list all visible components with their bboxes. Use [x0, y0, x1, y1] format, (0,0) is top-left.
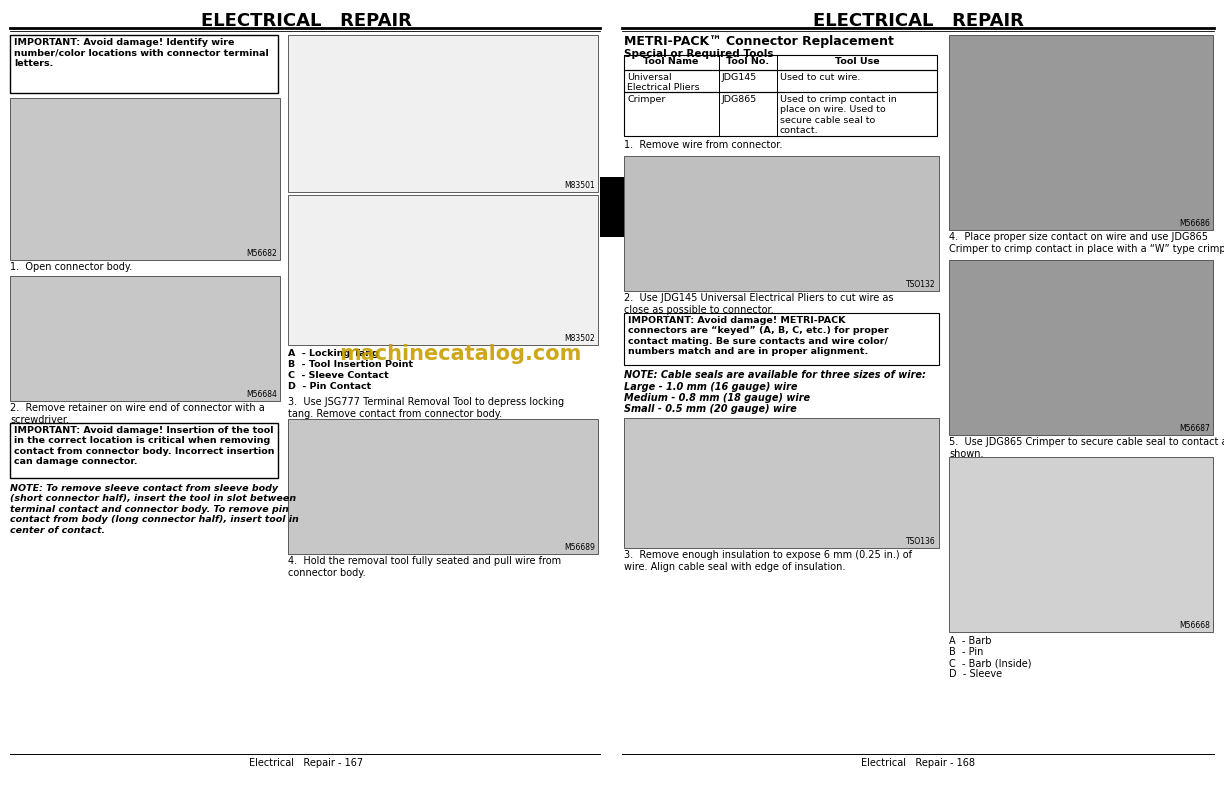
Text: NOTE: To remove sleeve contact from sleeve body
(short connector half), insert t: NOTE: To remove sleeve contact from slee…	[10, 484, 299, 535]
Text: 5.  Use JDG865 Crimper to secure cable seal to contact as
shown.: 5. Use JDG865 Crimper to secure cable se…	[949, 437, 1224, 459]
Text: JDG865: JDG865	[722, 95, 758, 104]
Text: B  - Tool Insertion Point: B - Tool Insertion Point	[288, 360, 414, 369]
Bar	[949, 457, 1213, 632]
Text: Large - 1.0 mm (16 gauge) wire: Large - 1.0 mm (16 gauge) wire	[624, 382, 798, 392]
Bar	[624, 92, 938, 136]
Text: Used to crimp contact in
place on wire. Used to
secure cable seal to
contact.: Used to crimp contact in place on wire. …	[780, 95, 897, 135]
Text: TSO136: TSO136	[906, 537, 936, 546]
Text: Medium - 0.8 mm (18 gauge) wire: Medium - 0.8 mm (18 gauge) wire	[624, 393, 810, 403]
Bar	[10, 276, 280, 401]
Text: A  - Locking Tang: A - Locking Tang	[288, 349, 378, 358]
Bar	[10, 423, 278, 478]
Text: 1.  Remove wire from connector.: 1. Remove wire from connector.	[624, 140, 782, 150]
Text: Small - 0.5 mm (20 gauge) wire: Small - 0.5 mm (20 gauge) wire	[624, 404, 797, 414]
Bar	[624, 70, 938, 92]
Bar	[949, 260, 1213, 435]
Bar	[949, 35, 1213, 230]
Text: 4.  Hold the removal tool fully seated and pull wire from
connector body.: 4. Hold the removal tool fully seated an…	[288, 556, 561, 577]
Text: IMPORTANT: Avoid damage! METRI-PACK
connectors are “keyed” (A, B, C, etc.) for p: IMPORTANT: Avoid damage! METRI-PACK conn…	[628, 316, 889, 356]
Text: M56687: M56687	[1179, 424, 1211, 433]
Text: machinecatalog.com: machinecatalog.com	[339, 344, 581, 364]
Text: M56682: M56682	[246, 249, 277, 258]
Text: M83501: M83501	[564, 181, 595, 190]
Text: Crimper: Crimper	[627, 95, 666, 104]
Text: ELECTRICAL   REPAIR: ELECTRICAL REPAIR	[201, 12, 411, 30]
Text: B  - Pin: B - Pin	[949, 647, 983, 657]
Bar	[10, 35, 278, 93]
Text: Used to cut wire.: Used to cut wire.	[780, 73, 860, 82]
Text: Tool No.: Tool No.	[726, 57, 770, 66]
Text: A  - Barb: A - Barb	[949, 636, 991, 646]
Text: Tool Use: Tool Use	[835, 57, 879, 66]
Text: TSO132: TSO132	[907, 280, 936, 289]
Text: Electrical   Repair - 167: Electrical Repair - 167	[248, 758, 364, 768]
Text: M56689: M56689	[564, 543, 595, 552]
Text: 3.  Use JSG777 Terminal Removal Tool to depress locking
tang. Remove contact fro: 3. Use JSG777 Terminal Removal Tool to d…	[288, 397, 564, 419]
Text: C  - Sleeve Contact: C - Sleeve Contact	[288, 371, 389, 380]
Text: D  - Pin Contact: D - Pin Contact	[288, 382, 371, 391]
Text: D  - Sleeve: D - Sleeve	[949, 669, 1002, 679]
Bar	[624, 55, 938, 70]
Bar	[288, 419, 599, 554]
Text: 4.  Place proper size contact on wire and use JDG865
Crimper to crimp contact in: 4. Place proper size contact on wire and…	[949, 232, 1224, 253]
Text: Universal
Electrical Pliers: Universal Electrical Pliers	[627, 73, 700, 93]
Text: 2.  Remove retainer on wire end of connector with a
screwdriver.: 2. Remove retainer on wire end of connec…	[10, 403, 264, 425]
Text: M83502: M83502	[564, 334, 595, 343]
Bar	[600, 177, 624, 237]
Bar	[624, 313, 939, 365]
Bar	[288, 195, 599, 345]
Bar	[288, 35, 599, 192]
Text: 3.  Remove enough insulation to expose 6 mm (0.25 in.) of
wire. Align cable seal: 3. Remove enough insulation to expose 6 …	[624, 550, 912, 572]
Text: IMPORTANT: Avoid damage! Identify wire
number/color locations with connector ter: IMPORTANT: Avoid damage! Identify wire n…	[13, 38, 269, 68]
Bar	[624, 418, 939, 548]
Text: M56686: M56686	[1179, 219, 1211, 228]
Text: METRI-PACK™ Connector Replacement: METRI-PACK™ Connector Replacement	[624, 35, 894, 48]
Text: ELECTRICAL   REPAIR: ELECTRICAL REPAIR	[813, 12, 1023, 30]
Bar	[624, 156, 939, 291]
Text: Special or Required Tools: Special or Required Tools	[624, 49, 774, 59]
Text: C  - Barb (Inside): C - Barb (Inside)	[949, 658, 1032, 668]
Text: Electrical   Repair - 168: Electrical Repair - 168	[860, 758, 976, 768]
Text: M56684: M56684	[246, 390, 277, 399]
Text: JDG145: JDG145	[722, 73, 758, 82]
Text: NOTE: Cable seals are available for three sizes of wire:: NOTE: Cable seals are available for thre…	[624, 370, 925, 380]
Text: Tool Name: Tool Name	[644, 57, 699, 66]
Text: 1.  Open connector body.: 1. Open connector body.	[10, 262, 132, 272]
Text: M56668: M56668	[1179, 621, 1211, 630]
Text: 2.  Use JDG145 Universal Electrical Pliers to cut wire as
close as possible to c: 2. Use JDG145 Universal Electrical Plier…	[624, 293, 894, 314]
Bar	[10, 98, 280, 260]
Text: IMPORTANT: Avoid damage! Insertion of the tool
in the correct location is critic: IMPORTANT: Avoid damage! Insertion of th…	[13, 426, 274, 466]
